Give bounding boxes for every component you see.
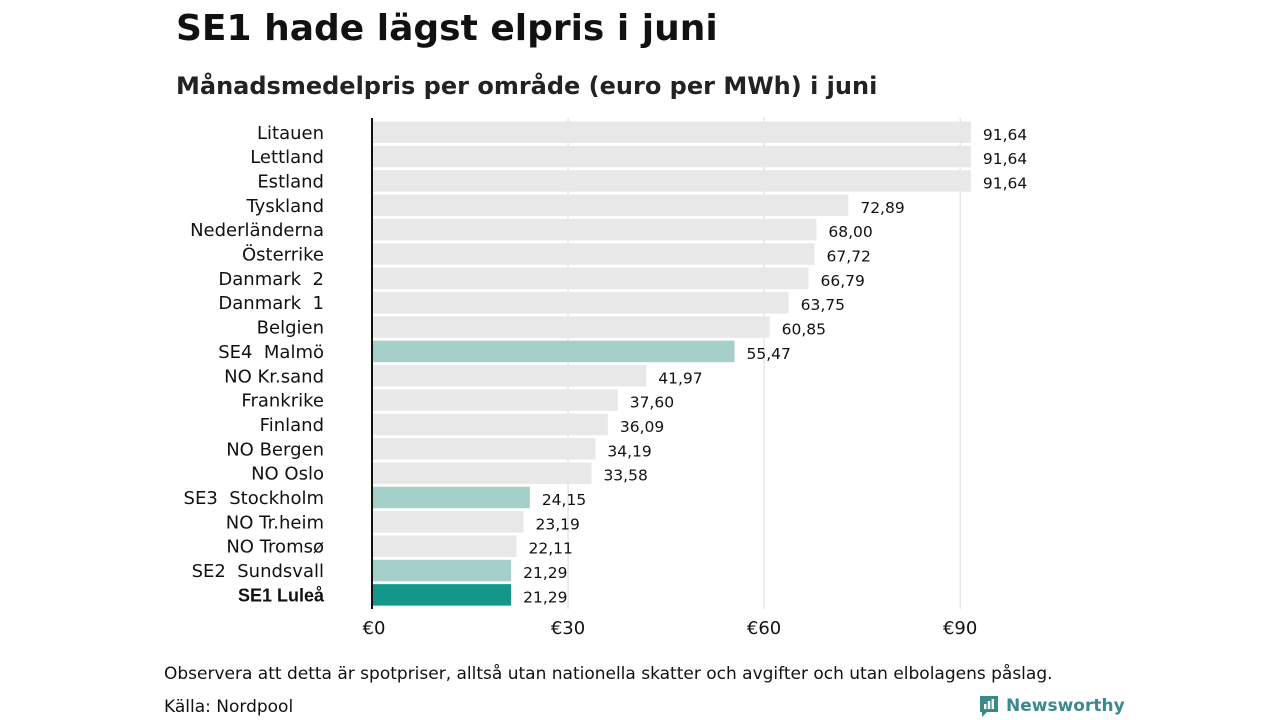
bar (372, 194, 849, 217)
category-label: SE4 Malmö (218, 342, 324, 363)
chart-subtitle: Månadsmedelpris per område (euro per MWh… (176, 72, 878, 100)
bar (372, 438, 596, 460)
bar (372, 316, 770, 338)
bar (372, 267, 809, 290)
bar (372, 340, 735, 363)
value-label: 60,85 (782, 321, 826, 339)
category-label: Tyskland (245, 196, 324, 217)
category-label: NO Kr.sand (224, 366, 324, 387)
bar (372, 511, 524, 533)
value-label: 91,64 (983, 126, 1027, 144)
category-label: Danmark 1 (218, 293, 324, 314)
category-label: Lettland (250, 147, 324, 168)
value-label: 41,97 (658, 369, 702, 387)
value-label: 91,64 (983, 174, 1027, 192)
value-label: 55,47 (746, 345, 790, 363)
category-label: SE2 Sundsvall (192, 561, 324, 582)
value-label: 21,29 (523, 588, 567, 606)
value-label: 24,15 (542, 491, 586, 509)
x-tick-label: €90 (943, 618, 977, 639)
value-label: 68,00 (828, 223, 872, 241)
bar (372, 170, 971, 192)
value-label: 22,11 (528, 540, 572, 558)
category-label: Österrike (242, 244, 324, 266)
category-label: Frankrike (241, 391, 324, 412)
bar (372, 559, 512, 582)
category-label: Estland (257, 171, 324, 192)
bar (372, 121, 971, 143)
value-label: 21,29 (523, 564, 567, 582)
brand-name: Newsworthy (1006, 696, 1125, 716)
x-tick-label: €0 (363, 618, 386, 639)
bar (372, 218, 817, 241)
category-label: SE3 Stockholm (184, 488, 324, 509)
category-label: Danmark 2 (218, 269, 324, 290)
value-label: 66,79 (820, 272, 864, 290)
value-label: 37,60 (630, 394, 674, 412)
footnote: Observera att detta är spotpriser, allts… (164, 664, 1053, 684)
value-label: 36,09 (620, 418, 664, 436)
bar (372, 486, 530, 509)
x-tick-label: €30 (551, 618, 585, 639)
bar (372, 535, 517, 557)
bar (372, 389, 618, 411)
category-label: Belgien (257, 318, 324, 339)
category-label: NO Tromsø (226, 537, 324, 558)
category-label: NO Bergen (226, 439, 324, 460)
category-label: Nederländerna (190, 220, 324, 241)
value-label: 33,58 (603, 467, 647, 485)
category-label: Litauen (257, 123, 324, 144)
source-credit: Källa: Nordpool (164, 697, 294, 717)
category-label: Finland (260, 415, 324, 436)
value-label: 67,72 (827, 248, 871, 266)
value-label: 23,19 (536, 515, 580, 533)
brand-logo: Newsworthy (978, 694, 1125, 718)
chart-title: SE1 hade lägst elpris i juni (176, 8, 718, 49)
value-label: 63,75 (801, 296, 845, 314)
newsworthy-logo-icon (980, 696, 998, 717)
x-tick-label: €60 (747, 618, 781, 639)
bar (372, 584, 512, 606)
bar (372, 291, 789, 314)
category-label: NO Oslo (251, 464, 324, 485)
value-label: 34,19 (607, 442, 651, 460)
value-label: 91,64 (983, 150, 1027, 168)
bar (372, 145, 971, 168)
bar (372, 243, 815, 265)
value-label: 72,89 (860, 199, 904, 217)
category-label: NO Tr.heim (226, 512, 324, 533)
bar (372, 365, 647, 387)
bar (372, 413, 608, 436)
bar (372, 462, 592, 484)
bar-chart: Litauen 91,64 Lettland 91,64 Estland 91,64 Tys… (184, 118, 1027, 639)
category-label: SE1 Luleå (238, 585, 325, 605)
